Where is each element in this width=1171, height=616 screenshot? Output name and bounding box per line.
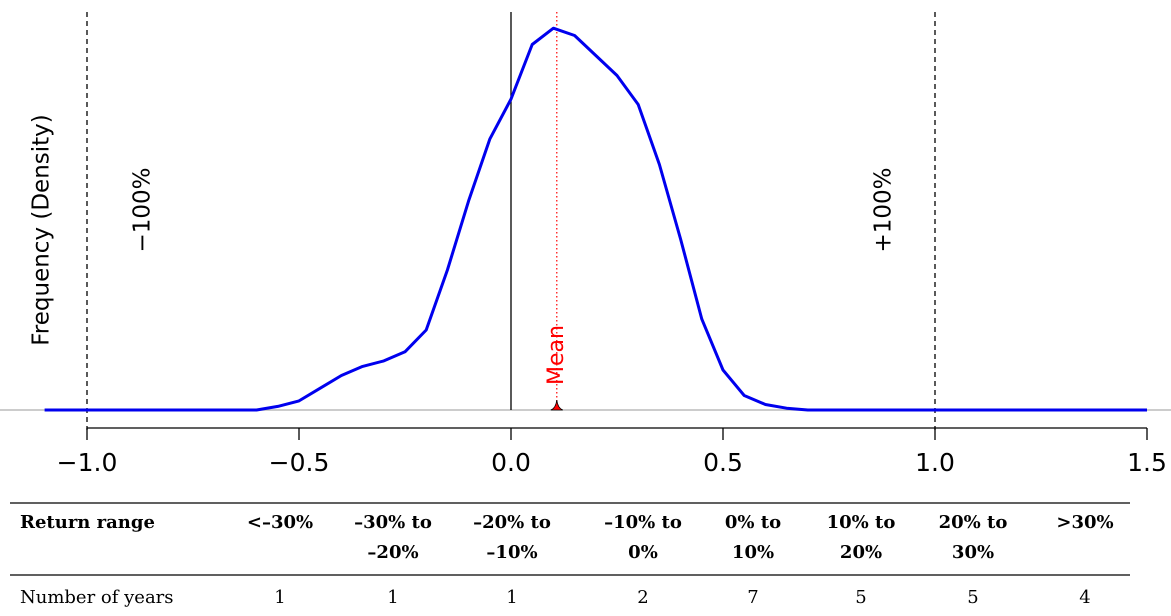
column-header: <–30% — [247, 512, 313, 533]
count: 2 — [637, 587, 648, 608]
reference-label: +100% — [871, 167, 897, 252]
count: 1 — [506, 587, 517, 608]
column-header: >30% — [1056, 512, 1113, 533]
y-axis-label: Frequency (Density) — [29, 114, 55, 346]
x-tick-label: 1.0 — [915, 448, 955, 477]
column-header: 0% to — [725, 512, 781, 533]
column-header: –10% — [486, 542, 537, 563]
x-tick-label: 1.5 — [1127, 448, 1167, 477]
density-curve — [44, 26, 1147, 412]
column-header: 10% — [732, 542, 774, 563]
x-tick-label: −1.0 — [57, 448, 118, 477]
x-tick-label: 0.0 — [491, 448, 531, 477]
mean-marker — [550, 399, 563, 411]
count: 5 — [855, 587, 866, 608]
count: 1 — [387, 587, 398, 608]
reference-label: −100% — [130, 167, 156, 252]
mean-label: Mean — [544, 325, 569, 385]
x-tick-label: −0.5 — [269, 448, 330, 477]
column-header: –10% to — [604, 512, 682, 533]
column-header: 20% — [840, 542, 882, 563]
column-header: –20% to — [473, 512, 551, 533]
column-header: 0% — [628, 542, 658, 563]
count: 1 — [274, 587, 285, 608]
count: 5 — [967, 587, 978, 608]
x-tick-label: 0.5 — [703, 448, 743, 477]
column-header: 20% to — [939, 512, 1008, 533]
column-header: 10% to — [827, 512, 896, 533]
row-label: Number of years — [20, 587, 174, 608]
table-header: Return range — [20, 512, 155, 533]
column-header: –20% — [367, 542, 418, 563]
column-header: 30% — [952, 542, 994, 563]
count: 4 — [1079, 587, 1090, 608]
count: 7 — [747, 587, 758, 608]
column-header: –30% to — [354, 512, 432, 533]
